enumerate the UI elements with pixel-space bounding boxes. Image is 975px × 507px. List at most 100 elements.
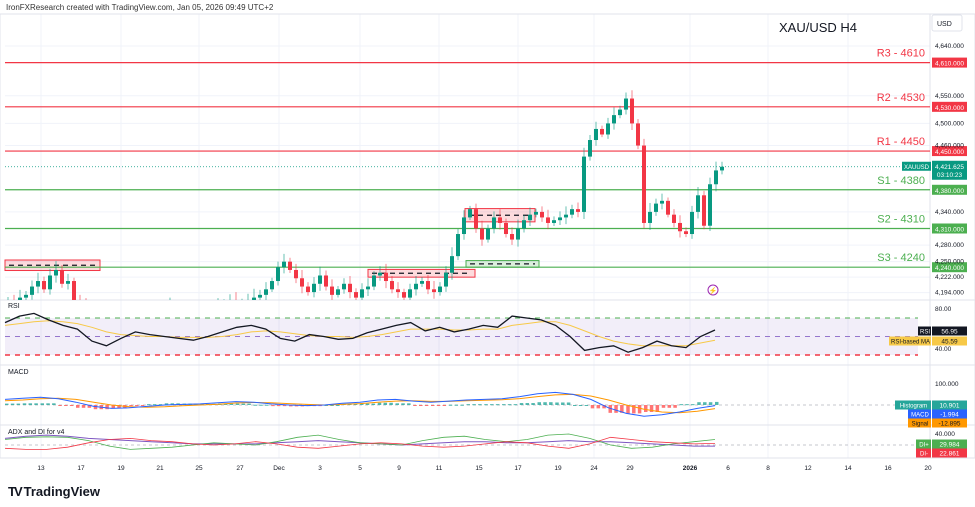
candle-body (468, 209, 472, 218)
tradingview-chart[interactable]: R3 - 4610 4,610.000 R2 - 4530 4,530.000 R1 -… (0, 0, 975, 480)
indicator-tag-label (908, 409, 931, 419)
macd-histogram-bar (164, 403, 169, 405)
time-tick: 12 (804, 465, 812, 472)
candle-body (216, 306, 220, 312)
macd-histogram-bar (259, 404, 263, 406)
tradingview-logo: TV TradingView (8, 484, 100, 499)
time-tick: 27 (236, 465, 244, 472)
candle-body (228, 300, 232, 303)
candle-body (444, 272, 448, 287)
macd-label: MACD (8, 369, 29, 376)
candle-body (492, 217, 496, 229)
candle-body (588, 140, 592, 157)
macd-signal-line (4, 393, 716, 414)
lightning-icon[interactable]: ⚡ (707, 284, 719, 296)
candle-body (372, 275, 376, 287)
candle-body (330, 286, 334, 295)
macd-histogram-bar (360, 403, 364, 405)
candle-body (294, 269, 298, 279)
macd-histogram-bar (229, 403, 234, 405)
level-label: S2 - 4310 (877, 213, 925, 225)
macd-histogram-bar (324, 405, 328, 406)
candle-body (288, 261, 292, 270)
candle-body (540, 211, 544, 218)
candle-body (432, 289, 436, 293)
candle-body (510, 234, 514, 240)
macd-histogram-bar (673, 405, 677, 408)
candle-body (276, 267, 280, 282)
macd-histogram-bar (40, 403, 44, 405)
candle-body (696, 195, 700, 212)
macd-histogram-bar (135, 405, 139, 407)
candle-body (654, 203, 658, 212)
macd-histogram-bar (578, 405, 583, 406)
time-tick: 5 (358, 465, 362, 472)
candle-body (702, 195, 706, 226)
candle-body (54, 269, 58, 276)
candle-body (258, 294, 262, 298)
candle-body (486, 228, 490, 240)
di-plus-line (4, 433, 716, 450)
macd-histogram-bar (389, 402, 393, 405)
time-tick: 17 (77, 465, 85, 472)
macd-histogram-bar (490, 404, 494, 406)
indicator-tag-label-text: DI+ (919, 443, 929, 449)
candle-body (390, 281, 394, 290)
macd-histogram-bar (401, 403, 405, 405)
candle-body (534, 211, 538, 215)
price-tick: 4,222.000 (935, 274, 964, 281)
macd-histogram-bar (519, 403, 524, 405)
macd-histogram-bar (34, 403, 38, 405)
macd-histogram-bar (632, 405, 636, 414)
candle-group (7, 90, 724, 312)
candle-body (318, 275, 322, 284)
indicator-tag-value (932, 336, 967, 346)
candle-body (522, 220, 526, 229)
candle-body (660, 200, 664, 204)
candle-body (648, 211, 652, 223)
macd-histogram-bar (667, 405, 672, 408)
macd-histogram-bar (549, 402, 553, 405)
candle-body (360, 289, 364, 298)
level-price-tag-text: 4,380.000 (935, 188, 964, 195)
tradingview-logo-icon: TV (8, 484, 23, 499)
price-tick: 4,460.000 (935, 143, 964, 150)
macd-histogram-bar (637, 405, 642, 414)
time-tick: 25 (195, 465, 203, 472)
currency-button[interactable] (931, 14, 963, 32)
macd-histogram-bar (383, 402, 388, 405)
time-tick: 24 (590, 465, 598, 472)
macd-histogram-bar (52, 403, 56, 405)
candle-body (84, 306, 88, 312)
time-tick: 3 (318, 465, 322, 472)
candle-body (498, 217, 502, 223)
time-tick: 19 (117, 465, 125, 472)
macd-histogram-bar (170, 403, 175, 405)
indicator-tag-label (916, 448, 931, 458)
macd-histogram-bar (531, 403, 535, 405)
macd-histogram-bar (28, 403, 33, 405)
rsi-line (4, 312, 716, 353)
macd-histogram-bar (608, 405, 612, 413)
candle-body (630, 98, 634, 124)
candle-body (570, 209, 574, 215)
candle-body (606, 123, 610, 135)
macd-histogram-bar (58, 405, 62, 406)
indicator-tag-label (895, 400, 931, 410)
indicator-tag-label-text: Signal (912, 422, 929, 428)
macd-histogram-bar (16, 403, 21, 405)
macd-histogram-bar (117, 405, 121, 409)
candle-body (18, 297, 22, 300)
macd-histogram-bar (478, 404, 482, 406)
candle-body (180, 309, 184, 312)
candle-body (678, 222, 682, 232)
candle-body (636, 123, 640, 146)
macd-histogram-bar (407, 403, 411, 405)
candle-body (342, 283, 346, 290)
macd-histogram-bar (703, 402, 707, 405)
macd-histogram-bar (715, 401, 719, 405)
macd-histogram-bar (81, 405, 86, 408)
candle-body (222, 303, 226, 306)
macd-histogram-bar (22, 403, 27, 405)
macd-histogram-bar (365, 403, 370, 405)
